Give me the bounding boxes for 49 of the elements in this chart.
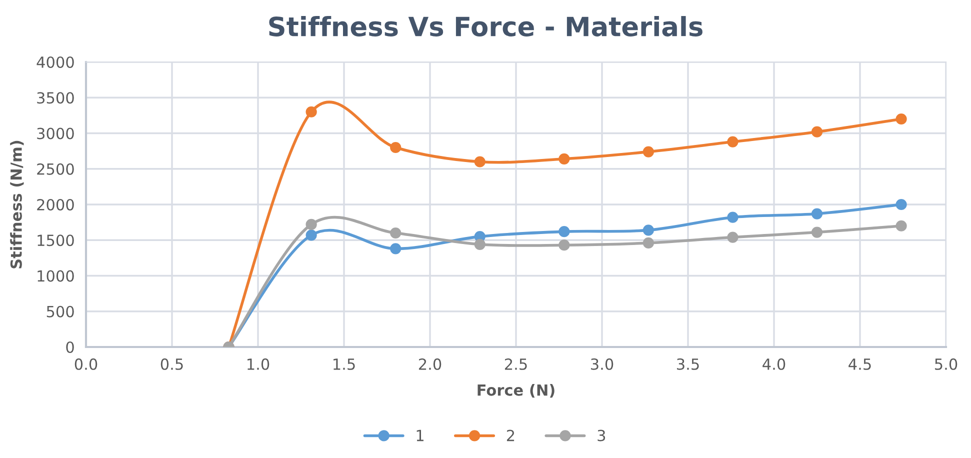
x-tick-label: 1.5 [334, 358, 355, 370]
y-tick-label: 4000 [36, 56, 74, 68]
y-axis-title: Stiffness (N/m) [10, 140, 24, 268]
point [642, 237, 654, 249]
x-tick-label: 2.5 [504, 358, 527, 370]
legend-label: 3 [598, 430, 606, 442]
point [642, 146, 654, 158]
point [306, 230, 317, 241]
point [558, 240, 570, 251]
point [811, 226, 823, 238]
y-tick-label: 1500 [38, 234, 74, 246]
x-tick-label: 1.0 [248, 358, 270, 370]
x-tick-label: 2.0 [418, 358, 442, 370]
point [727, 136, 738, 148]
point [896, 113, 907, 125]
point [474, 238, 486, 250]
point [306, 218, 317, 230]
point [811, 208, 823, 220]
legend-label: 1 [416, 430, 424, 442]
y-tick-label: 3000 [37, 128, 74, 140]
point [811, 126, 823, 138]
x-tick-label: 0.0 [74, 358, 98, 370]
point [390, 243, 402, 254]
x-tick-label: 3.0 [591, 358, 614, 370]
y-tick-label: 1000 [38, 270, 74, 282]
y-tick-label: 0 [66, 341, 74, 354]
legend-label: 2 [506, 430, 514, 442]
chart-title: Stiffness Vs Force - Materials [269, 16, 702, 36]
y-tick-label: 500 [46, 306, 74, 318]
y-tick-label: 2500 [37, 163, 74, 175]
x-tick-label: 4.0 [762, 358, 786, 370]
point [642, 224, 654, 236]
x-tick-label: 5.0 [935, 358, 958, 370]
point [896, 220, 907, 232]
point [727, 212, 738, 223]
y-tick-label: 3500 [37, 92, 74, 104]
point [558, 226, 570, 238]
point [474, 156, 486, 168]
x-tick-label: 4.5 [848, 358, 871, 370]
point [390, 142, 402, 154]
point [306, 106, 317, 118]
point [727, 232, 738, 243]
y-tick-label: 2000 [37, 198, 74, 211]
x-axis-title: Force (N) [478, 384, 554, 398]
point [558, 153, 570, 164]
x-tick-label: 3.5 [677, 358, 699, 370]
point [390, 227, 402, 239]
x-tick-label: 0.5 [160, 358, 183, 370]
point [896, 198, 907, 210]
